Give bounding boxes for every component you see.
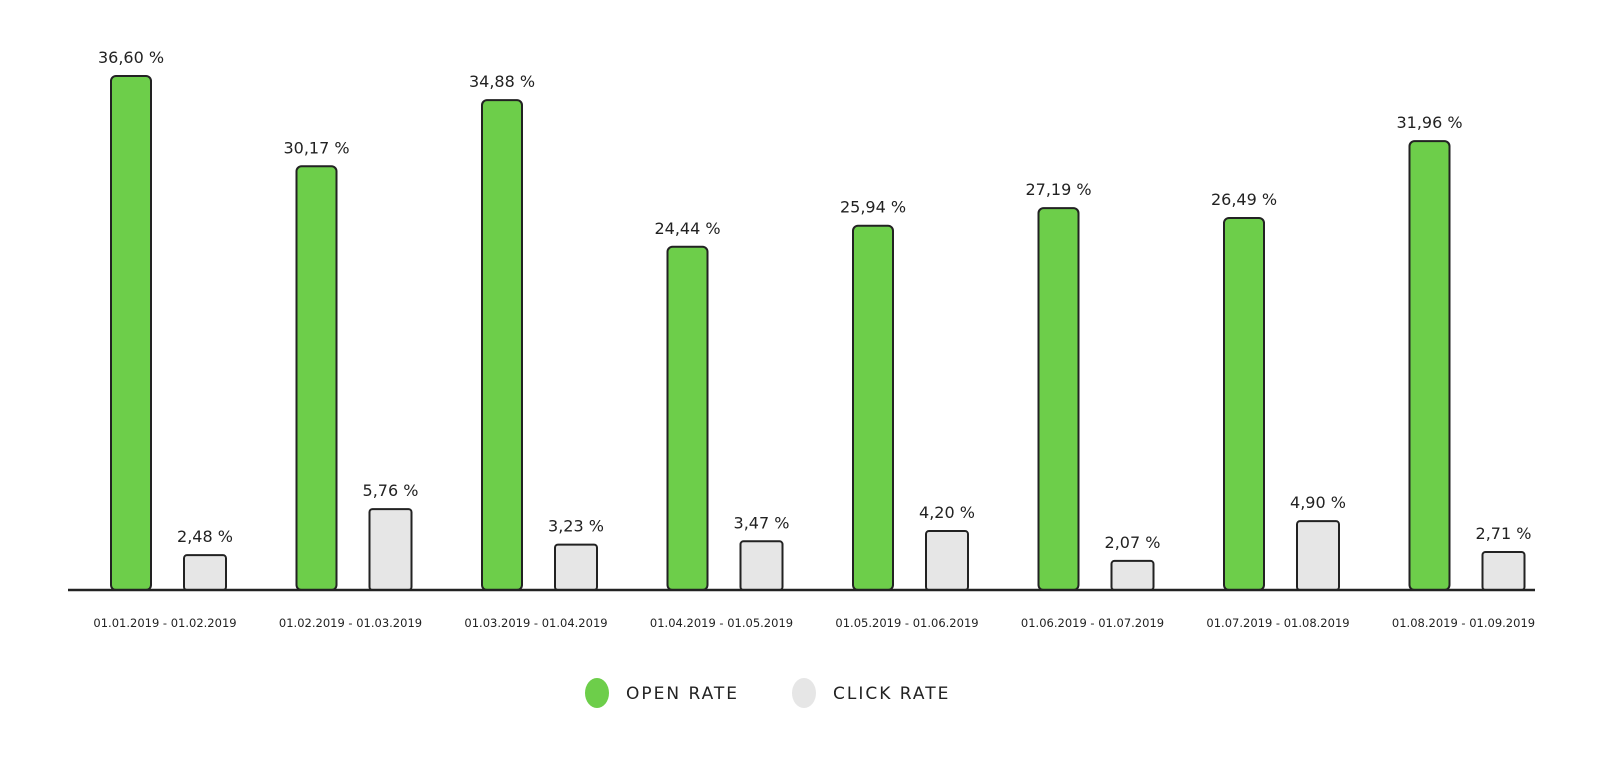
open-rate-label-3: 34,88 % (469, 72, 535, 91)
click-rate-label-8: 2,71 % (1476, 524, 1532, 543)
open-rate-bar-5 (852, 224, 894, 591)
click-rate-label-6: 2,07 % (1105, 533, 1161, 552)
open-rate-label-1: 36,60 % (98, 48, 164, 67)
click-rate-label-7: 4,90 % (1290, 493, 1346, 512)
open-rate-bar-1 (110, 75, 152, 591)
open-rate-bar-4 (666, 245, 709, 592)
click-rate-bar-7 (1296, 520, 1340, 591)
open-rate-bar-6 (1037, 207, 1080, 591)
click-rate-bar-5 (925, 530, 969, 592)
click-rate-bar-3 (554, 543, 598, 591)
open-rate-label-8: 31,96 % (1396, 113, 1462, 132)
open-rate-label-2: 30,17 % (283, 138, 349, 157)
click-rate-label-2: 5,76 % (363, 481, 419, 500)
x-tick-label-5: 01.05.2019 - 01.06.2019 (835, 616, 978, 630)
legend: OPEN RATE CLICK RATE (585, 678, 950, 708)
x-tick-label-6: 01.06.2019 - 01.07.2019 (1021, 616, 1164, 630)
x-tick-label-4: 01.04.2019 - 01.05.2019 (650, 616, 793, 630)
labels-layer: 36,60 % 2,48 % 01.01.2019 - 01.02.2019 30,1… (93, 48, 1535, 630)
click-rate-label-3: 3,23 % (548, 517, 604, 536)
click-rate-label-5: 4,20 % (919, 503, 975, 522)
legend-item-click-rate: CLICK RATE (792, 678, 950, 708)
open-rate-label-4: 24,44 % (654, 219, 720, 238)
legend-item-open-rate: OPEN RATE (585, 678, 739, 708)
click-rate-label-4: 3,47 % (734, 513, 790, 532)
click-rate-bar-4 (739, 540, 784, 592)
open-rate-bar-2 (295, 165, 338, 591)
click-rate-bar-1 (183, 554, 227, 591)
open-rate-label-5: 25,94 % (840, 198, 906, 217)
click-rate-bar-8 (1481, 550, 1526, 591)
open-rate-bar-3 (481, 99, 523, 592)
x-tick-label-2: 01.02.2019 - 01.03.2019 (279, 616, 422, 630)
open-rate-label-7: 26,49 % (1211, 190, 1277, 209)
legend-label-click-rate: CLICK RATE (833, 684, 950, 704)
open-rate-bar-7 (1223, 216, 1265, 591)
legend-swatch-open-rate (585, 678, 609, 708)
open-rate-bar-8 (1408, 140, 1451, 591)
x-tick-label-7: 01.07.2019 - 01.08.2019 (1206, 616, 1349, 630)
open-rate-label-6: 27,19 % (1025, 180, 1091, 199)
x-tick-label-8: 01.08.2019 - 01.09.2019 (1392, 616, 1535, 630)
click-rate-label-1: 2,48 % (177, 527, 233, 546)
click-rate-bar-2 (368, 508, 413, 591)
x-tick-label-3: 01.03.2019 - 01.04.2019 (464, 616, 607, 630)
legend-label-open-rate: OPEN RATE (626, 684, 739, 704)
legend-swatch-click-rate (792, 678, 816, 708)
x-tick-label-1: 01.01.2019 - 01.02.2019 (93, 616, 236, 630)
click-rate-bar-6 (1110, 559, 1155, 591)
